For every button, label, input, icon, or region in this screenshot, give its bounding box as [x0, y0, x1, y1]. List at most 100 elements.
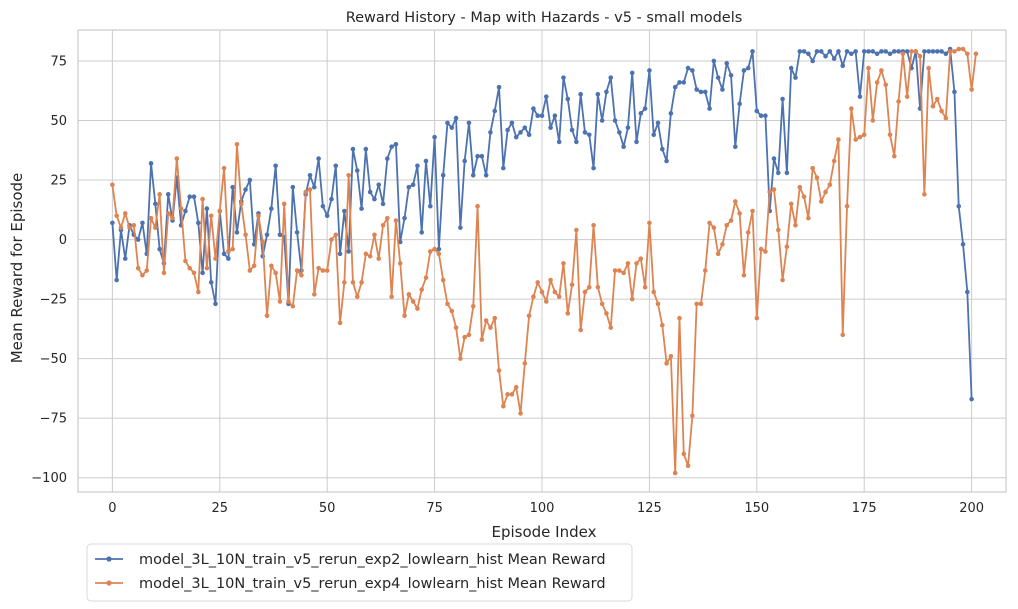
legend-box: [86, 543, 633, 602]
data-point: [333, 163, 339, 169]
data-point: [213, 256, 218, 261]
data-point: [372, 196, 377, 202]
data-point: [595, 284, 601, 290]
data-point: [247, 268, 253, 273]
x-tick-label: 150: [744, 501, 769, 516]
data-point: [337, 251, 343, 257]
data-point: [183, 258, 188, 264]
data-point: [969, 87, 974, 92]
data-point: [866, 65, 871, 71]
x-tick-labels: 0 25 50 75 100 125 150 175 200: [108, 501, 984, 516]
data-point: [771, 156, 777, 161]
data-point: [569, 282, 575, 288]
data-point: [625, 125, 631, 130]
data-point: [681, 451, 687, 457]
data-point: [204, 206, 210, 211]
data-point: [771, 187, 777, 192]
data-point: [436, 246, 442, 252]
data-point: [376, 256, 382, 261]
data-point: [122, 211, 128, 216]
data-point: [827, 182, 833, 188]
x-tick-label: 175: [852, 501, 877, 516]
data-point: [780, 96, 785, 102]
data-point: [883, 49, 888, 54]
data-point: [604, 89, 609, 95]
data-point: [526, 132, 532, 138]
data-point: [234, 230, 240, 235]
data-point: [135, 237, 141, 242]
data-point: [475, 203, 480, 209]
data-point: [879, 68, 884, 73]
data-point: [462, 334, 467, 340]
data-point: [363, 251, 369, 257]
data-point: [354, 168, 360, 173]
data-point: [943, 51, 949, 57]
data-point: [165, 211, 171, 216]
data-point: [745, 230, 751, 235]
data-point: [496, 84, 502, 90]
legend: model_3L_10N_train_v5_rerun_exp2_lowlear…: [86, 543, 633, 602]
data-point: [745, 65, 751, 71]
data-point: [642, 284, 648, 290]
data-point: [780, 277, 785, 283]
data-point: [196, 289, 201, 295]
data-point: [621, 270, 626, 276]
data-point: [531, 106, 536, 111]
data-point: [114, 213, 119, 219]
data-point: [806, 51, 811, 57]
data-point: [715, 251, 721, 257]
data-point: [402, 215, 407, 221]
data-point: [393, 218, 399, 223]
data-point: [947, 49, 953, 54]
data-point: [170, 215, 175, 221]
data-point: [320, 268, 326, 273]
data-point: [694, 301, 699, 307]
data-point: [556, 294, 562, 300]
data-point: [243, 187, 248, 192]
data-point: [591, 222, 596, 228]
y-tick-label: −75: [40, 412, 67, 427]
data-point: [290, 303, 296, 309]
data-point: [922, 192, 927, 197]
data-point: [698, 89, 704, 95]
data-point: [153, 201, 158, 207]
data-point: [823, 53, 828, 59]
data-point: [122, 256, 128, 261]
data-point: [917, 53, 923, 59]
data-point: [535, 280, 540, 285]
data-point: [724, 61, 730, 66]
data-point: [208, 213, 214, 219]
data-point: [784, 244, 790, 250]
data-point: [294, 268, 300, 273]
plot-frame: [77, 29, 1007, 493]
legend-item: model_3L_10N_train_v5_rerun_exp2_lowlear…: [95, 552, 606, 568]
data-point: [385, 156, 390, 161]
data-point: [226, 249, 231, 254]
data-point: [496, 368, 502, 373]
data-point: [595, 92, 601, 97]
data-point: [969, 396, 974, 402]
data-point: [737, 101, 742, 107]
data-point: [561, 75, 566, 80]
data-point: [432, 134, 437, 140]
data-point: [281, 201, 287, 207]
data-point: [445, 301, 450, 307]
data-point: [574, 139, 579, 145]
data-point: [187, 194, 192, 199]
data-point: [226, 256, 231, 261]
data-point: [565, 311, 571, 316]
data-point: [200, 270, 205, 276]
data-point: [449, 308, 455, 314]
data-point: [651, 132, 656, 138]
x-tick-label: 0: [108, 501, 116, 516]
data-point: [578, 92, 583, 97]
data-point: [522, 361, 528, 366]
data-point: [844, 49, 850, 54]
data-point: [488, 130, 493, 135]
data-point: [307, 187, 313, 192]
data-point: [913, 49, 919, 54]
data-point: [849, 106, 854, 111]
data-point: [711, 58, 717, 64]
data-point: [397, 261, 403, 266]
data-point: [892, 49, 897, 54]
